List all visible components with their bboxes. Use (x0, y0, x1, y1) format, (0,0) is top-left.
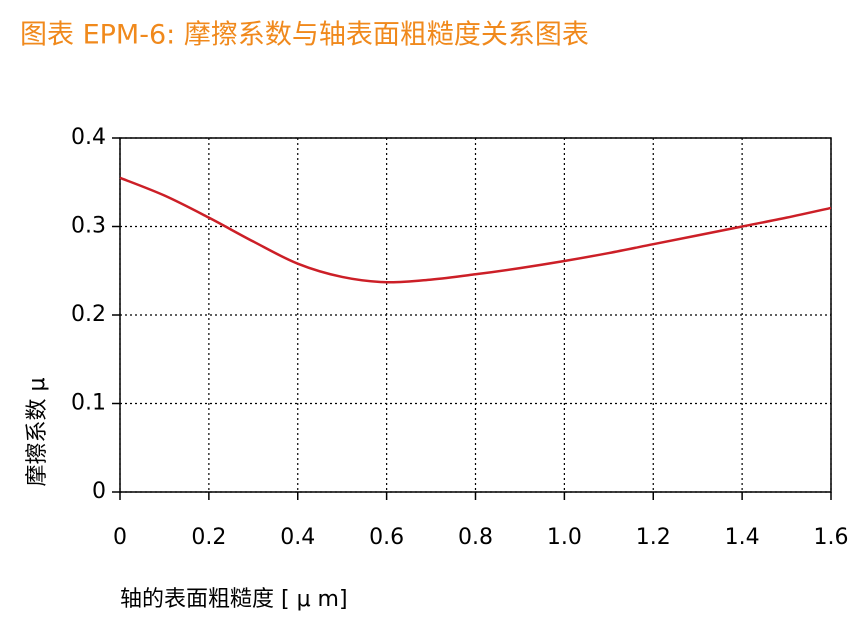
y-axis-label: 摩擦系数 μ (25, 378, 50, 487)
x-tick-label: 0.2 (191, 525, 226, 550)
y-tick-label: 0 (92, 479, 106, 504)
x-tick-label: 1.2 (636, 525, 671, 550)
x-tick-label: 0.8 (458, 525, 493, 550)
x-tick-label: 1.0 (547, 525, 582, 550)
y-tick-label: 0.4 (71, 125, 106, 150)
plot-frame (119, 137, 832, 493)
x-tick-label: 0.4 (280, 525, 315, 550)
y-tick-label: 0.3 (71, 214, 106, 239)
data-line (119, 176, 832, 284)
y-tick-label: 0.1 (71, 391, 106, 416)
chart-title: 图表 EPM-6: 摩擦系数与轴表面粗糙度关系图表 (20, 20, 589, 51)
x-tick-label: 1.6 (814, 525, 849, 550)
x-axis-label: 轴的表面粗糙度 [ μ m] (120, 587, 348, 612)
x-tick-label: 1.4 (725, 525, 760, 550)
x-tick-label: 0.6 (369, 525, 404, 550)
x-tick-label: 0 (113, 525, 127, 550)
y-tick-label: 0.2 (71, 302, 106, 327)
